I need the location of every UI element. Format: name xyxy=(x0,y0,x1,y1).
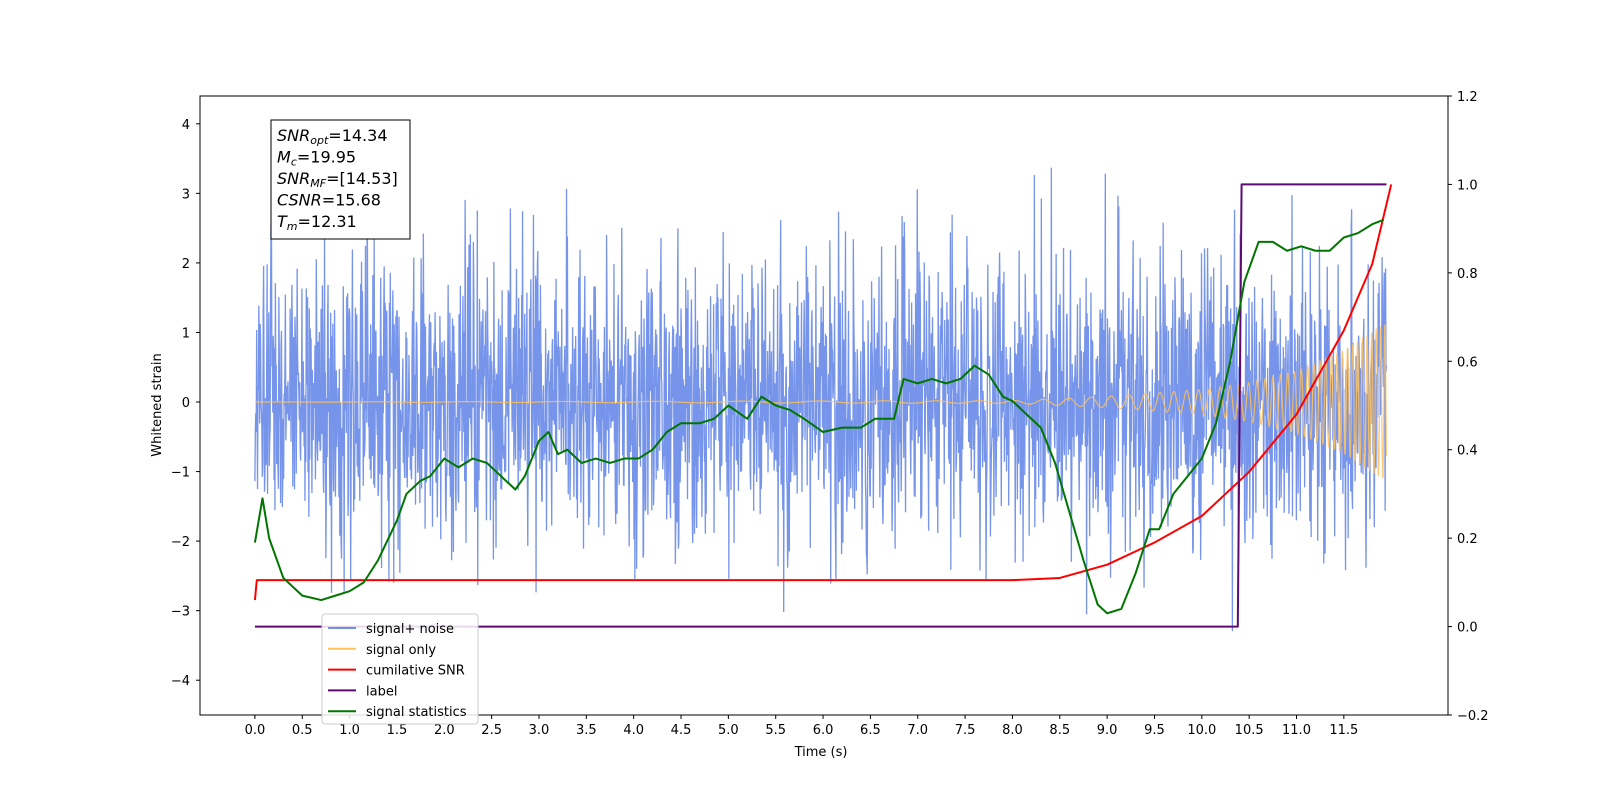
y2-tick-label: 1.2 xyxy=(1457,90,1478,105)
legend-label: signal statistics xyxy=(366,705,467,720)
x-axis-label: Time (s) xyxy=(794,745,848,760)
annotation-frame xyxy=(270,119,411,240)
x-tick-label: 7.5 xyxy=(955,723,976,738)
x-tick-label: 8.5 xyxy=(1049,723,1070,738)
legend-label: cumilative SNR xyxy=(366,664,465,679)
x-tick-label: 6.5 xyxy=(860,723,881,738)
x-tick-label: 0.5 xyxy=(292,723,313,738)
annotation-snr-opt: SNRopt=14.34 xyxy=(277,126,388,147)
x-tick-label: 9.0 xyxy=(1097,723,1118,738)
legend-item: cumilative SNR xyxy=(328,664,465,679)
legend-label: label xyxy=(366,684,397,699)
x-tick-label: 10.5 xyxy=(1235,723,1264,738)
series-cumulative-snr-line xyxy=(253,184,1393,601)
x-tick-label: 6.0 xyxy=(813,723,834,738)
annotation-box: SNRopt=14.34Mc=19.95SNRMF=[14.53]CSNR=15… xyxy=(270,119,411,240)
legend: signal+ noise signal only cumilative SNR la… xyxy=(321,613,479,725)
x-tick-label: 1.0 xyxy=(339,723,360,738)
x-tick-label: 9.5 xyxy=(1144,723,1165,738)
y-tick-label: 2 xyxy=(182,257,190,272)
series-signal-statistics-line xyxy=(253,218,1384,615)
annotation-csnr: CSNR=15.68 xyxy=(277,191,381,210)
y2-tick-label: 0.6 xyxy=(1457,355,1478,370)
y-tick-label: −4 xyxy=(171,674,190,689)
x-tick-label: 7.0 xyxy=(907,723,928,738)
y-tick-label: 4 xyxy=(182,118,190,133)
legend-frame xyxy=(321,613,479,725)
legend-item: label xyxy=(328,684,397,699)
x-tick-label: 11.5 xyxy=(1329,723,1358,738)
annotation-tm: Tm=12.31 xyxy=(277,212,357,233)
y-tick-label: 3 xyxy=(182,187,190,202)
series-label-line xyxy=(254,183,1387,628)
series-signal-only-line xyxy=(254,324,1388,479)
x-tick-label: 1.5 xyxy=(387,723,408,738)
y2-tick-label: 0.4 xyxy=(1457,444,1478,459)
y-axis-left: 4 3 2 1 0 −1 −2 −3 −4 xyxy=(171,118,200,689)
legend-item: signal statistics xyxy=(328,705,467,720)
x-tick-label: 5.0 xyxy=(718,723,739,738)
x-tick-label: 10.0 xyxy=(1187,723,1216,738)
annotation-mc: Mc=19.95 xyxy=(277,148,356,169)
y2-tick-label: −0.2 xyxy=(1457,709,1489,724)
x-axis: 0.0 0.5 1.0 1.5 2.0 2.5 3.0 3.5 4.0 4.5 5.0 5.5 6.0 6… xyxy=(245,715,1358,738)
y-axis-right: 1.2 1.0 0.8 0.6 0.4 0.2 0.0 −0.2 xyxy=(1448,90,1489,724)
legend-item: signal only xyxy=(328,643,436,658)
y-tick-label: −3 xyxy=(171,605,190,620)
legend-label: signal only xyxy=(366,643,436,658)
series-layer xyxy=(253,167,1393,632)
x-tick-label: 8.0 xyxy=(1002,723,1023,738)
x-tick-label: 4.0 xyxy=(623,723,644,738)
x-tick-label: 2.5 xyxy=(481,723,502,738)
x-tick-label: 5.5 xyxy=(765,723,786,738)
legend-label: signal+ noise xyxy=(366,622,454,637)
y2-tick-label: 0.0 xyxy=(1457,621,1478,636)
plot-frame xyxy=(199,95,1449,716)
y2-tick-label: 1.0 xyxy=(1457,178,1478,193)
series-signal-noise-line xyxy=(254,167,1388,632)
y-tick-label: −1 xyxy=(171,466,190,481)
y-axis-label: Whitened strain xyxy=(150,353,165,456)
x-tick-label: 11.0 xyxy=(1282,723,1311,738)
y-tick-label: 0 xyxy=(182,396,190,411)
legend-item: signal+ noise xyxy=(328,622,454,637)
x-tick-label: 4.5 xyxy=(671,723,692,738)
y2-tick-label: 0.2 xyxy=(1457,532,1478,547)
y-tick-label: −2 xyxy=(171,535,190,550)
x-tick-label: 3.5 xyxy=(576,723,597,738)
x-tick-label: 3.0 xyxy=(529,723,550,738)
x-tick-label: 0.0 xyxy=(245,723,266,738)
x-tick-label: 2.0 xyxy=(434,723,455,738)
y2-tick-label: 0.8 xyxy=(1457,267,1478,282)
y-tick-label: 1 xyxy=(182,326,190,341)
annotation-snr-mf: SNRMF=[14.53] xyxy=(277,169,398,190)
